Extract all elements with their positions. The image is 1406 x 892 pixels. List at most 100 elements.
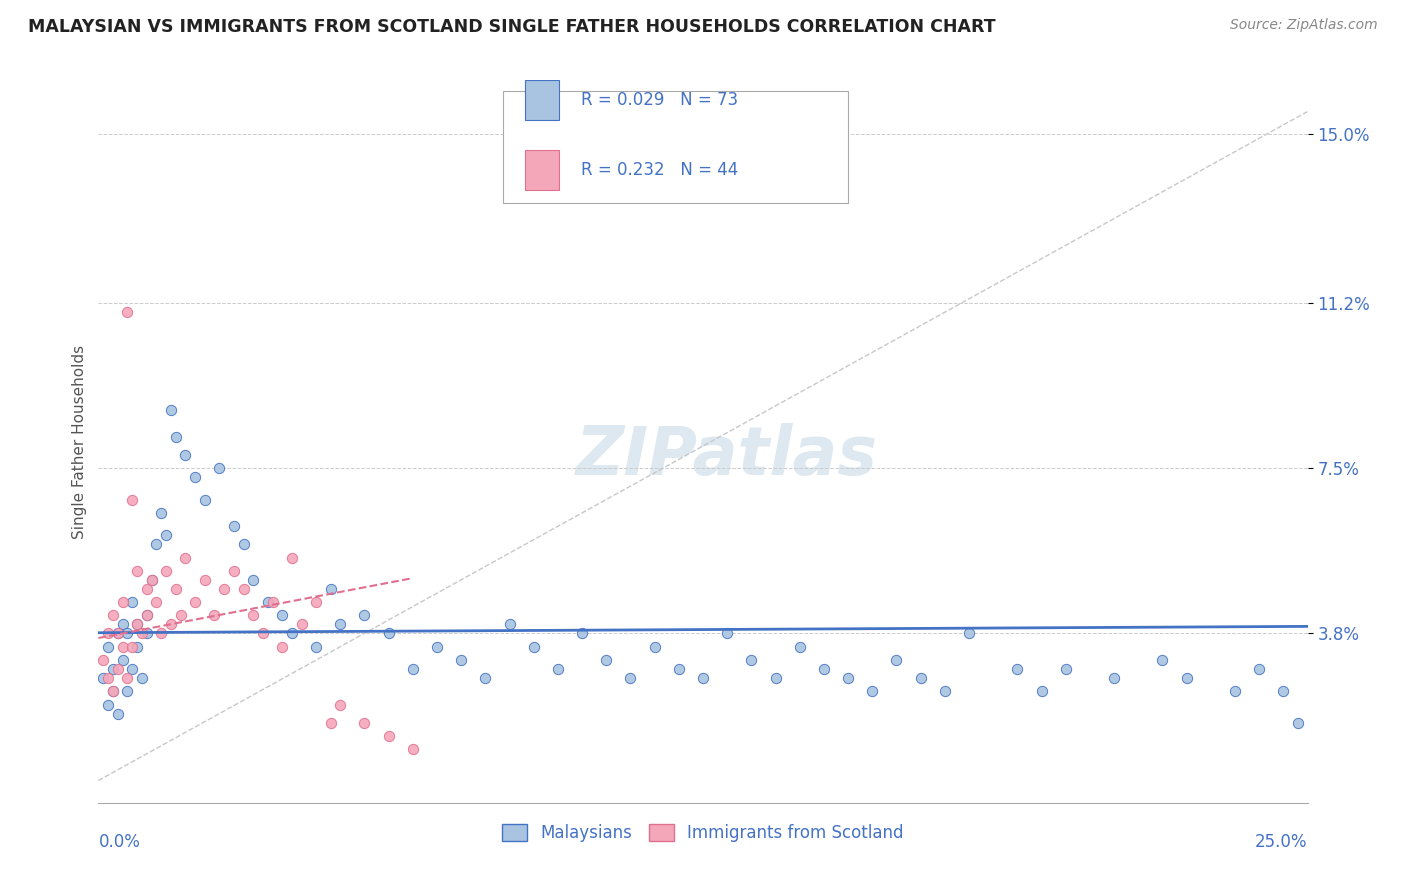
Point — [101, 684, 124, 698]
Y-axis label: Single Father Households: Single Father Households — [72, 344, 87, 539]
Point — [281, 626, 304, 640]
Point — [160, 617, 183, 632]
Point — [692, 671, 714, 685]
Point — [740, 653, 762, 667]
Point — [212, 582, 235, 596]
Point — [837, 671, 859, 685]
Point — [1031, 684, 1053, 698]
Point — [290, 617, 312, 632]
Point — [377, 729, 399, 743]
Point — [117, 671, 139, 685]
Text: 25.0%: 25.0% — [1256, 833, 1308, 851]
Point — [644, 640, 666, 654]
Bar — [526, 151, 560, 190]
Point — [813, 662, 835, 676]
Point — [523, 640, 546, 654]
Point — [319, 715, 342, 730]
Point — [319, 582, 342, 596]
Point — [377, 626, 399, 640]
Point — [121, 640, 143, 654]
Point — [1272, 684, 1295, 698]
Point — [208, 461, 231, 475]
Point — [141, 573, 163, 587]
Point — [252, 626, 274, 640]
Point — [111, 617, 134, 632]
Text: MALAYSIAN VS IMMIGRANTS FROM SCOTLAND SINGLE FATHER HOUSEHOLDS CORRELATION CHART: MALAYSIAN VS IMMIGRANTS FROM SCOTLAND SI… — [28, 18, 995, 36]
Point — [194, 492, 217, 507]
Point — [131, 626, 153, 640]
Point — [101, 684, 124, 698]
Point — [1249, 662, 1271, 676]
Point — [174, 448, 197, 462]
Point — [668, 662, 690, 676]
Point — [135, 582, 157, 596]
Point — [934, 684, 956, 698]
Point — [97, 626, 120, 640]
Point — [160, 403, 183, 417]
Point — [150, 506, 173, 520]
Point — [716, 626, 738, 640]
Point — [117, 684, 139, 698]
Point — [271, 608, 294, 623]
Text: Source: ZipAtlas.com: Source: ZipAtlas.com — [1230, 18, 1378, 32]
Point — [121, 492, 143, 507]
Point — [155, 564, 177, 578]
Point — [150, 626, 173, 640]
Point — [107, 662, 129, 676]
Point — [910, 671, 932, 685]
Point — [402, 742, 425, 756]
Point — [91, 671, 114, 685]
Point — [262, 595, 284, 609]
Point — [305, 640, 328, 654]
Point — [1102, 671, 1125, 685]
Bar — [526, 80, 560, 120]
Point — [222, 564, 245, 578]
Point — [281, 550, 304, 565]
Text: 0.0%: 0.0% — [98, 833, 141, 851]
Point — [165, 582, 187, 596]
Point — [353, 715, 375, 730]
Point — [135, 608, 157, 623]
Point — [127, 617, 149, 632]
Point — [547, 662, 569, 676]
Point — [131, 671, 153, 685]
Point — [97, 671, 120, 685]
Point — [121, 662, 143, 676]
Point — [1007, 662, 1029, 676]
Point — [474, 671, 496, 685]
Point — [111, 595, 134, 609]
Point — [402, 662, 425, 676]
Point — [242, 573, 264, 587]
Point — [145, 537, 167, 551]
Point — [97, 698, 120, 712]
Point — [1175, 671, 1198, 685]
Point — [165, 430, 187, 444]
Point — [426, 640, 449, 654]
Point — [957, 626, 980, 640]
Legend: Malaysians, Immigrants from Scotland: Malaysians, Immigrants from Scotland — [495, 817, 911, 848]
Point — [765, 671, 787, 685]
Point — [498, 617, 520, 632]
Point — [1223, 684, 1246, 698]
Point — [107, 626, 129, 640]
Point — [117, 626, 139, 640]
Point — [135, 608, 157, 623]
Point — [101, 608, 124, 623]
Point — [571, 626, 593, 640]
Point — [232, 582, 254, 596]
Point — [184, 595, 207, 609]
Point — [194, 573, 217, 587]
Point — [619, 671, 641, 685]
Point — [305, 595, 328, 609]
Text: R = 0.232   N = 44: R = 0.232 N = 44 — [581, 161, 738, 179]
Point — [204, 608, 226, 623]
Point — [789, 640, 811, 654]
Point — [1152, 653, 1174, 667]
Point — [107, 706, 129, 721]
Point — [1286, 715, 1309, 730]
Point — [91, 653, 114, 667]
Point — [232, 537, 254, 551]
Point — [107, 626, 129, 640]
Point — [155, 528, 177, 542]
Point — [271, 640, 294, 654]
